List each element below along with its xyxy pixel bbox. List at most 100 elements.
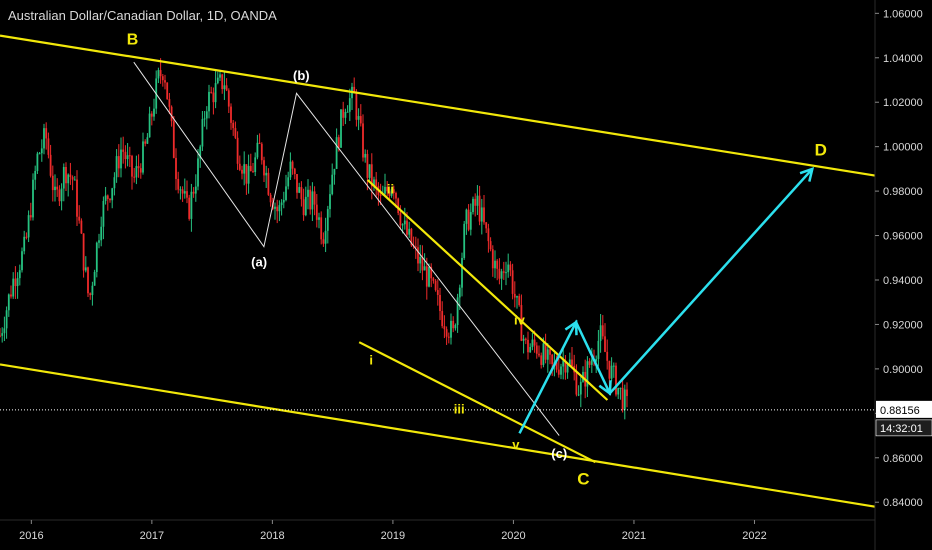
candle-body — [78, 216, 81, 221]
candle-body — [58, 189, 61, 202]
candle-body — [623, 389, 626, 410]
candle-body — [353, 86, 356, 94]
candle-body — [487, 228, 490, 242]
wave-label: (c) — [551, 446, 567, 461]
candle-body — [608, 360, 611, 379]
candle-body — [509, 264, 512, 271]
candle-body — [82, 233, 85, 271]
candle-body — [175, 157, 177, 179]
candle-body — [322, 239, 325, 244]
candle-body — [465, 209, 468, 224]
candle-body — [296, 174, 298, 193]
candle-body — [447, 336, 450, 338]
candle-body — [181, 189, 184, 194]
candle-body — [410, 228, 413, 246]
candle-body — [511, 270, 514, 294]
candle-body — [12, 278, 15, 297]
candle-body — [500, 271, 503, 279]
candle-body — [346, 111, 349, 113]
candle-body — [599, 325, 602, 341]
candle-body — [566, 364, 569, 373]
candle-body — [214, 83, 217, 103]
candle-body — [21, 251, 23, 271]
candle-body — [40, 148, 43, 154]
candle-body — [7, 294, 10, 311]
candle-body — [432, 278, 435, 281]
candle-body — [384, 186, 386, 194]
channel-line[interactable] — [0, 34, 876, 177]
candle-body — [104, 195, 107, 201]
channel-line[interactable] — [358, 341, 596, 464]
x-tick-label: 2021 — [622, 530, 646, 542]
candle-body — [311, 191, 314, 210]
y-tick-label: 1.00000 — [883, 142, 923, 154]
wave-path-line[interactable] — [133, 61, 560, 436]
candle-body — [505, 272, 507, 274]
candle-body — [98, 240, 100, 243]
candle-body — [170, 106, 173, 122]
candle-body — [307, 189, 309, 197]
channel-line[interactable] — [0, 363, 876, 508]
candle-body — [36, 153, 39, 171]
wave-label: i — [369, 352, 373, 367]
candle-body — [291, 161, 294, 169]
candle-body — [38, 153, 41, 155]
candle-body — [109, 198, 111, 201]
y-tick-label: 0.92000 — [883, 319, 923, 331]
candle-body — [518, 296, 521, 306]
candle-body — [197, 158, 199, 187]
candle-body — [69, 174, 72, 178]
x-tick-label: 2022 — [742, 530, 766, 542]
candle-body — [333, 168, 336, 175]
candle-body — [14, 278, 17, 287]
candle-body — [452, 320, 455, 329]
candle-body — [529, 346, 532, 353]
candle-body — [544, 343, 547, 360]
candle-body — [615, 365, 617, 395]
candle-body — [309, 189, 312, 210]
candle-body — [161, 76, 164, 81]
projection-path[interactable] — [518, 168, 814, 434]
candle-body — [45, 128, 48, 139]
time-axis: 2016 2017 2018 2019 2020 2021 2022 — [19, 520, 767, 542]
candle-body — [263, 160, 265, 176]
candle-body — [540, 355, 543, 365]
candle-body — [425, 266, 428, 287]
candle-body — [414, 246, 417, 248]
y-tick-label: 1.04000 — [883, 53, 923, 65]
candle-body — [227, 90, 230, 107]
candle-body — [43, 128, 45, 149]
candle-body — [34, 170, 37, 180]
candle-body — [67, 174, 70, 184]
candle-body — [128, 155, 131, 157]
candle-body — [467, 209, 470, 230]
candle-body — [439, 294, 441, 312]
y-tick-label: 0.86000 — [883, 453, 923, 465]
candle-body — [254, 157, 257, 173]
y-tick-label: 0.98000 — [883, 186, 923, 198]
candle-body — [135, 166, 138, 178]
candle-body — [232, 122, 235, 129]
channel-line[interactable] — [366, 179, 609, 401]
candle-body — [555, 362, 558, 370]
candle-body — [342, 109, 345, 118]
wave-label: (a) — [251, 255, 267, 270]
candle-body — [25, 236, 28, 238]
candle-body — [298, 187, 301, 193]
candle-body — [243, 164, 246, 174]
candle-body — [219, 74, 221, 78]
candle-body — [241, 169, 243, 174]
candle-body — [483, 207, 485, 223]
candle-body — [252, 171, 254, 173]
candle-body — [265, 172, 268, 176]
candle-body — [375, 179, 378, 187]
candle-body — [146, 137, 149, 144]
candle-body — [157, 70, 160, 79]
candle-body — [49, 154, 52, 176]
candle-body — [390, 189, 393, 196]
candle-body — [249, 165, 252, 172]
candle-body — [606, 351, 609, 361]
candle-body — [27, 215, 30, 238]
candle-body — [93, 271, 96, 286]
